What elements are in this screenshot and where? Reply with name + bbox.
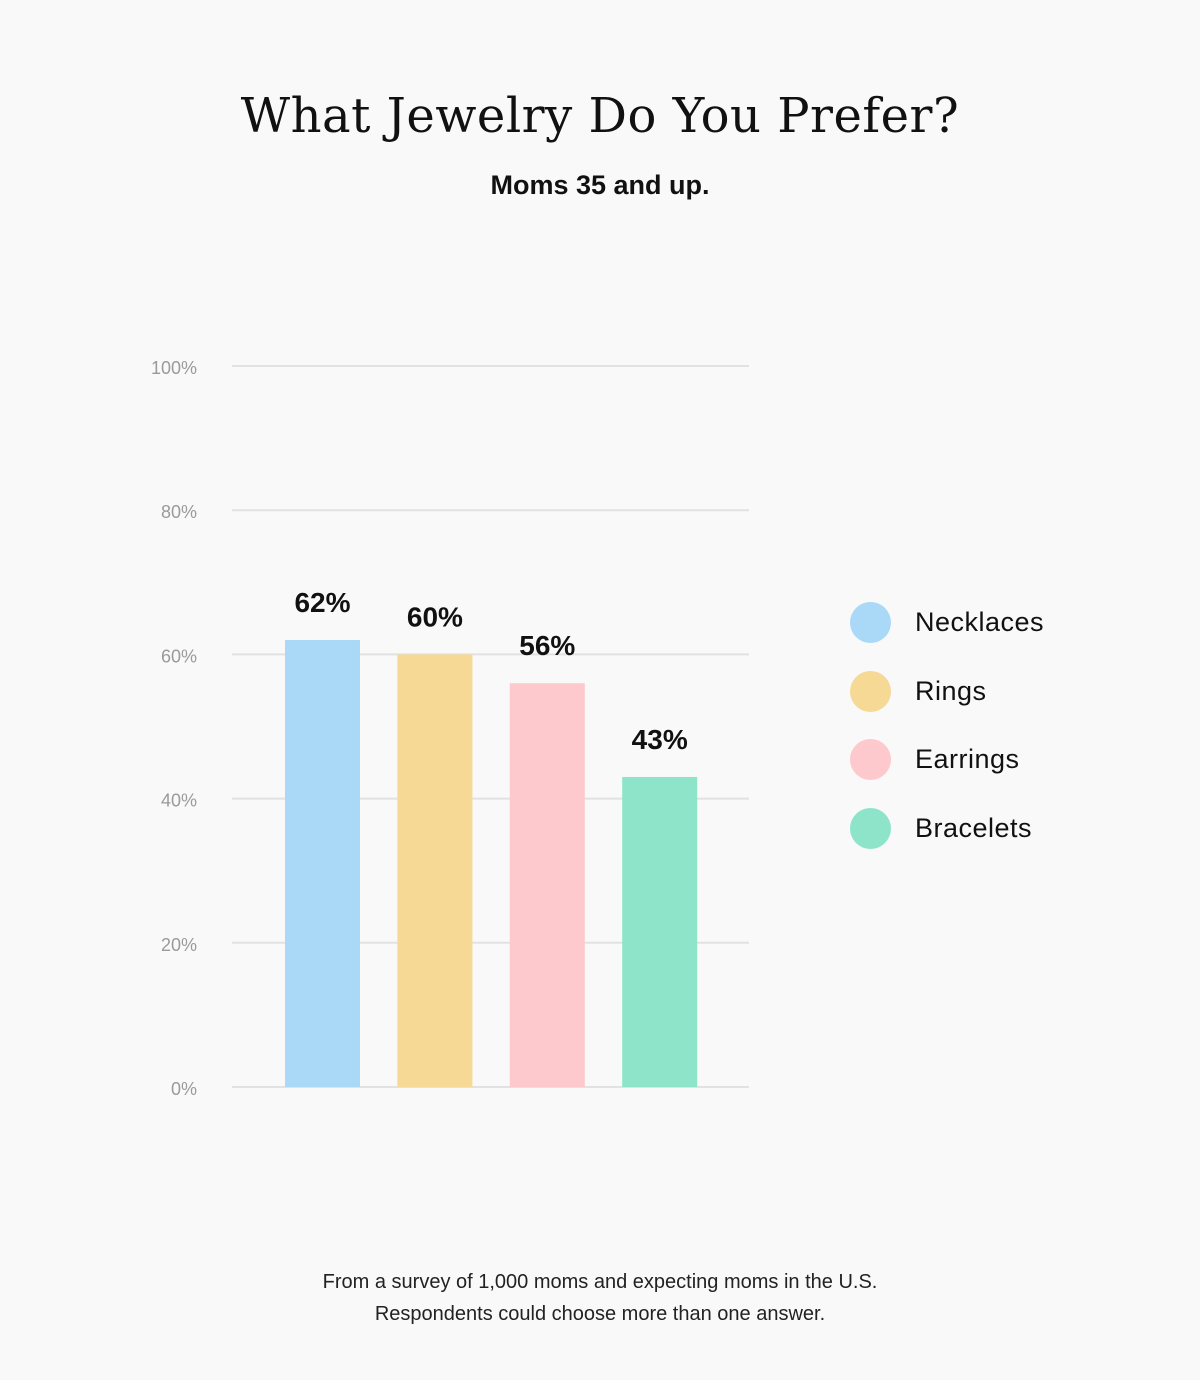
y-tick-label: 60% <box>161 646 197 666</box>
y-tick-label: 20% <box>161 935 197 955</box>
bar-bracelets <box>622 776 698 1087</box>
bar-necklaces <box>285 639 360 1087</box>
bar-earrings <box>509 683 585 1087</box>
bar-value-label-bracelets: 43% <box>632 724 688 755</box>
footnote: From a survey of 1,000 moms and expectin… <box>0 1266 1200 1330</box>
legend-swatch-earrings <box>850 739 891 780</box>
legend-label-necklaces: Necklaces <box>915 607 1045 637</box>
legend-item-earrings: Earrings <box>850 739 1150 780</box>
legend-label-rings: Rings <box>915 675 987 706</box>
chart-subtitle: Moms 35 and up. <box>490 170 710 200</box>
legend-swatch-bracelets <box>850 807 891 849</box>
legend-swatch-rings <box>850 670 891 712</box>
y-axis-ticks: 0% 20% 40% 60% 80% 100% <box>151 358 197 1099</box>
legend-item-bracelets: Bracelets <box>850 807 1150 849</box>
bar-value-label-earrings: 56% <box>519 630 575 661</box>
bar-value-labels: 62% 60% 56% 43% <box>294 587 687 755</box>
legend-swatch-necklaces <box>850 602 891 643</box>
footnote-line-2: Respondents could choose more than one a… <box>374 1303 826 1325</box>
legend-item-necklaces: Necklaces <box>850 602 1150 643</box>
legend-label-bracelets: Bracelets <box>915 812 1033 843</box>
chart-title: What Jewelry Do You Prefer? <box>240 88 960 144</box>
legend-label-earrings: Earrings <box>915 744 1020 774</box>
bar-value-label-rings: 60% <box>407 601 463 632</box>
y-tick-label: 40% <box>161 791 197 811</box>
footnote-line-1: From a survey of 1,000 moms and expectin… <box>322 1271 878 1293</box>
y-tick-label: 0% <box>171 1079 197 1099</box>
y-tick-label: 80% <box>161 502 197 522</box>
bar-rings <box>397 654 473 1087</box>
bar-value-label-necklaces: 62% <box>294 587 350 618</box>
legend-item-rings: Rings <box>850 670 1150 712</box>
legend: Necklaces Rings Earrings Bracelets <box>850 602 1150 876</box>
bars <box>285 639 698 1087</box>
y-tick-label: 100% <box>151 358 197 378</box>
